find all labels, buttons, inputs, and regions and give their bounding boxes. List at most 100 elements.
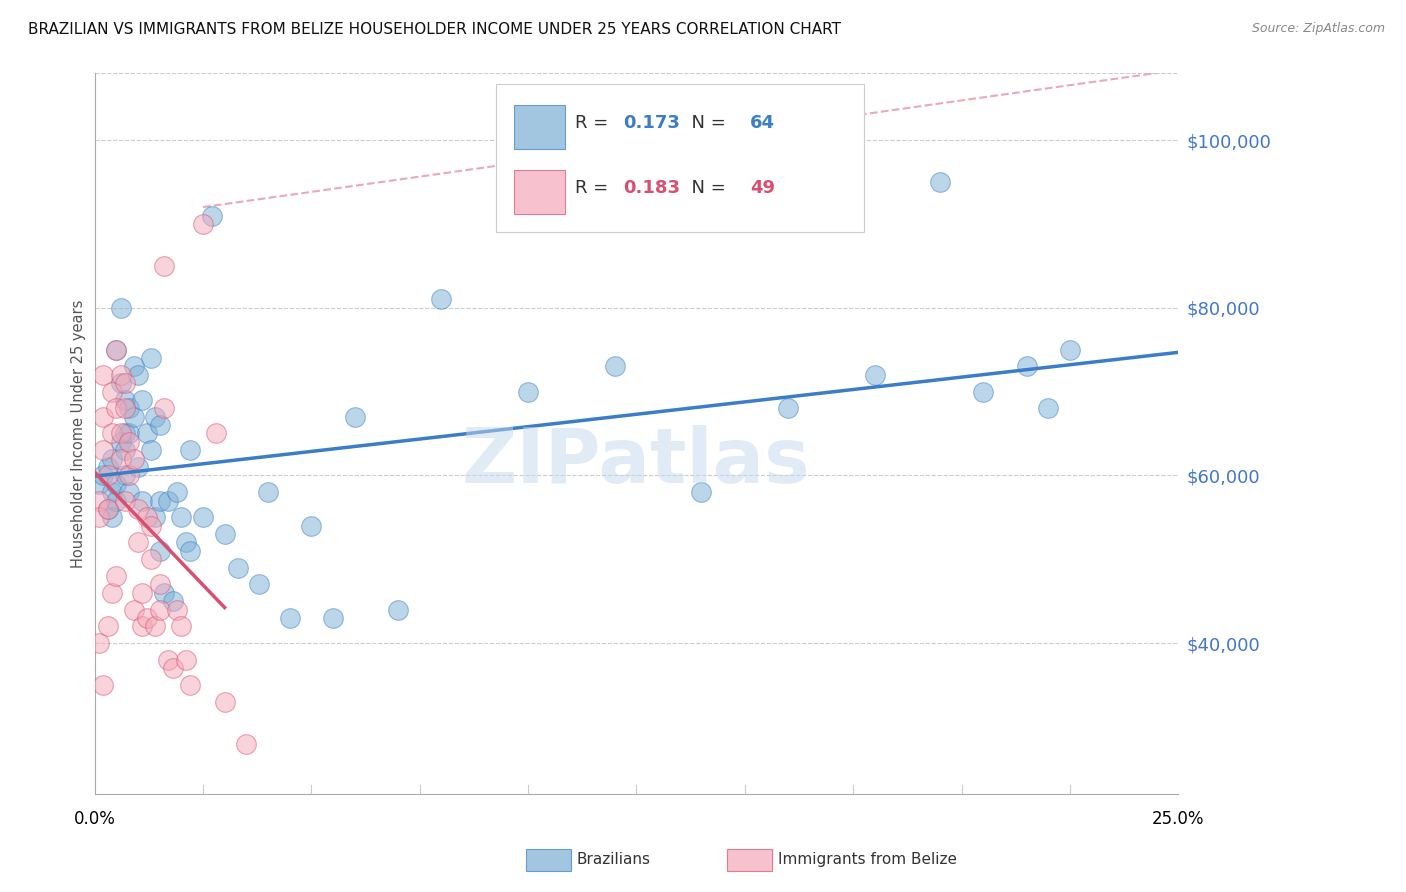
- Point: [143, 510, 166, 524]
- Point: [114, 468, 136, 483]
- Text: Source: ZipAtlas.com: Source: ZipAtlas.com: [1251, 22, 1385, 36]
- Point: [972, 384, 994, 399]
- Point: [91, 468, 114, 483]
- Point: [139, 443, 162, 458]
- Point: [131, 392, 153, 407]
- Point: [97, 502, 120, 516]
- Point: [97, 460, 120, 475]
- Point: [122, 451, 145, 466]
- Point: [690, 485, 713, 500]
- Point: [101, 485, 124, 500]
- Point: [105, 343, 128, 357]
- Point: [214, 695, 236, 709]
- Text: N =: N =: [679, 114, 731, 132]
- Point: [299, 518, 322, 533]
- Point: [110, 368, 132, 382]
- Point: [110, 434, 132, 449]
- Point: [122, 409, 145, 424]
- Point: [87, 493, 110, 508]
- Point: [153, 586, 176, 600]
- Point: [166, 485, 188, 500]
- FancyBboxPatch shape: [515, 169, 565, 214]
- Y-axis label: Householder Income Under 25 years: Householder Income Under 25 years: [72, 300, 86, 567]
- Point: [149, 602, 172, 616]
- Point: [201, 209, 224, 223]
- Point: [131, 619, 153, 633]
- Point: [114, 443, 136, 458]
- Point: [105, 493, 128, 508]
- Text: 49: 49: [751, 179, 775, 197]
- Point: [157, 493, 180, 508]
- Point: [127, 368, 149, 382]
- Point: [114, 493, 136, 508]
- Point: [517, 384, 540, 399]
- Point: [322, 611, 344, 625]
- Text: Brazilians: Brazilians: [576, 853, 651, 867]
- Point: [110, 376, 132, 391]
- Point: [131, 493, 153, 508]
- Point: [105, 476, 128, 491]
- Point: [118, 434, 141, 449]
- Point: [135, 611, 157, 625]
- Point: [226, 560, 249, 574]
- Point: [101, 586, 124, 600]
- Point: [122, 359, 145, 374]
- Point: [87, 510, 110, 524]
- Text: Immigrants from Belize: Immigrants from Belize: [778, 853, 956, 867]
- Point: [105, 343, 128, 357]
- Point: [214, 527, 236, 541]
- Point: [153, 259, 176, 273]
- Text: 0.173: 0.173: [623, 114, 681, 132]
- Text: 0.183: 0.183: [623, 179, 681, 197]
- Point: [139, 351, 162, 365]
- Point: [170, 510, 193, 524]
- Point: [101, 384, 124, 399]
- Point: [118, 468, 141, 483]
- Text: N =: N =: [679, 179, 731, 197]
- Point: [91, 368, 114, 382]
- Point: [127, 502, 149, 516]
- Point: [127, 460, 149, 475]
- Text: R =: R =: [575, 179, 613, 197]
- Point: [278, 611, 301, 625]
- Point: [387, 602, 409, 616]
- Point: [603, 359, 626, 374]
- Point: [235, 737, 257, 751]
- Point: [174, 535, 197, 549]
- Point: [863, 368, 886, 382]
- Point: [1015, 359, 1038, 374]
- Point: [149, 577, 172, 591]
- Point: [157, 653, 180, 667]
- Point: [247, 577, 270, 591]
- Point: [110, 301, 132, 315]
- Point: [97, 468, 120, 483]
- Point: [91, 443, 114, 458]
- Point: [135, 426, 157, 441]
- Point: [139, 552, 162, 566]
- Point: [928, 175, 950, 189]
- Text: 64: 64: [751, 114, 775, 132]
- Point: [166, 602, 188, 616]
- Point: [179, 544, 201, 558]
- FancyBboxPatch shape: [495, 84, 865, 232]
- Point: [114, 426, 136, 441]
- Point: [179, 443, 201, 458]
- Point: [170, 619, 193, 633]
- Point: [143, 409, 166, 424]
- Point: [87, 476, 110, 491]
- Point: [131, 586, 153, 600]
- Text: R =: R =: [575, 114, 613, 132]
- Point: [143, 619, 166, 633]
- Point: [110, 426, 132, 441]
- Point: [149, 544, 172, 558]
- Point: [162, 661, 184, 675]
- Point: [191, 510, 214, 524]
- Point: [114, 392, 136, 407]
- Point: [87, 636, 110, 650]
- Point: [101, 510, 124, 524]
- Point: [135, 510, 157, 524]
- Point: [118, 426, 141, 441]
- Point: [97, 502, 120, 516]
- Point: [114, 376, 136, 391]
- Point: [191, 217, 214, 231]
